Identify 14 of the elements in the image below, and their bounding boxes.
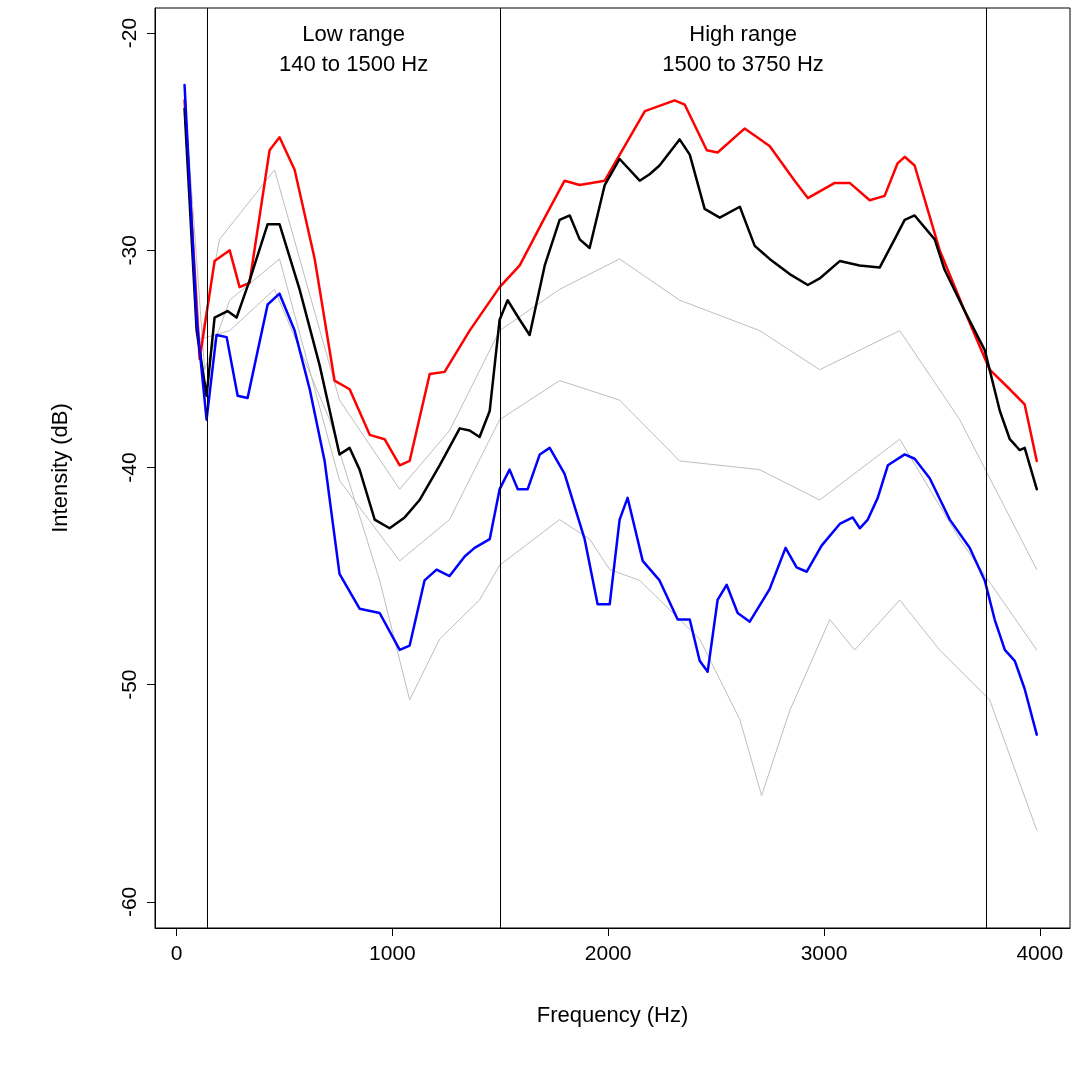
x-axis-title: Frequency (Hz) [536, 1001, 689, 1027]
x-tick-label: 3000 [800, 941, 848, 964]
x-tick-label: 0 [170, 941, 183, 964]
y-tick-label: -30 [117, 235, 140, 266]
y-tick-label: -40 [117, 452, 140, 483]
y-axis-title: Intensity (dB) [46, 403, 72, 533]
x-tick-label: 2000 [584, 941, 632, 964]
annotation: High range 1500 to 3750 Hz [662, 20, 824, 76]
x-tick-label: 4000 [1016, 941, 1064, 964]
x-tick-label: 1000 [369, 941, 416, 964]
y-tick-label: -20 [117, 17, 140, 49]
y-tick-label: -60 [117, 886, 140, 918]
annotation: Low range 140 to 1500 Hz [278, 20, 429, 76]
y-tick-label: -50 [117, 669, 140, 700]
